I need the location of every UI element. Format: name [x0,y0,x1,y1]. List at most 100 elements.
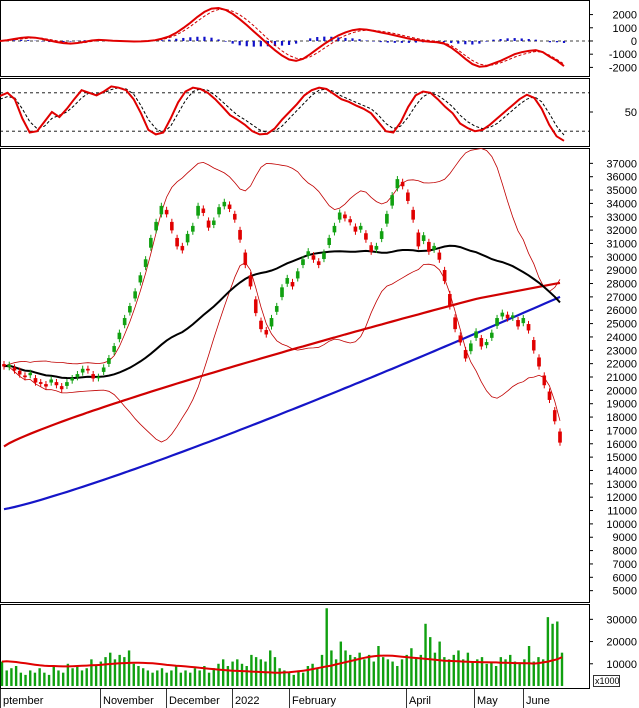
candle-body [128,306,132,313]
chart-background [0,0,590,689]
candle-body [343,214,347,219]
candle-body [101,367,106,372]
candle-body [479,338,484,347]
candle-body [332,225,337,233]
macd-line [0,6,565,68]
candle-body [322,252,326,260]
candle-body [280,287,284,298]
volume-y-label: 10000 [606,659,637,671]
candle-body [531,340,536,351]
price-y-label: 5000 [613,586,637,598]
macd-y-label: 0 [631,36,637,48]
price-y-label: 17000 [606,425,637,437]
candle-body [259,320,263,330]
candle-body [217,207,221,215]
price-y-label: 8000 [613,546,637,558]
price-y-label: 33000 [606,212,637,224]
price-y-label: 35000 [606,185,637,197]
candle-body [2,364,6,367]
candle-body [469,343,473,352]
price-y-label: 28000 [606,279,637,291]
candle-body [264,330,269,335]
price-y-label: 23000 [606,345,637,357]
candle-body [253,299,258,314]
candle-body [269,318,274,327]
candle-body [12,367,17,371]
candle-body [28,372,33,376]
price-y-label: 9000 [613,532,637,544]
candle-body [227,204,232,209]
candle-body [369,245,373,252]
candle-body [500,312,505,317]
price-y-label: 11000 [607,506,637,518]
candle-body [238,229,242,240]
candle-body [306,251,311,256]
candle-body [59,386,64,390]
candle-body [170,221,174,231]
candle-body [337,212,342,220]
macd-panel [0,6,589,68]
candle-body [448,294,452,307]
candle-body [33,378,38,383]
candle-body [112,346,116,352]
price-y-label: 14000 [606,465,637,477]
month-label: December [169,695,220,707]
candle-body [65,382,69,386]
price-y-label: 10000 [606,519,637,531]
price-frame [0,148,590,603]
candle-body [510,315,515,318]
candle-body [196,205,200,216]
candle-body [49,379,54,383]
bollinger-upper-band [3,148,561,367]
macd-y-label: -2000 [609,62,637,74]
candle-body [390,195,394,206]
candle-body [138,275,143,283]
candle-body [301,259,305,266]
month-label: June [526,695,550,707]
candle-body [191,225,195,232]
volume-y-label: 30000 [606,614,637,626]
candle-body [505,314,510,319]
candle-body [122,318,127,326]
price-y-label: 27000 [606,292,637,304]
price-y-label: 30000 [606,252,637,264]
candle-body [316,261,321,266]
candle-body [437,252,442,260]
candle-body [222,201,227,207]
month-label: May [477,695,498,707]
candle-body [70,378,74,381]
volume-ma-line [1,654,563,674]
volume-unit-label: x1000 [595,676,620,686]
candle-body [17,370,22,375]
candle-body [442,269,447,282]
candle-body [374,245,379,250]
candle-body [180,245,185,251]
candle-body [552,410,557,422]
candle-body [274,306,279,312]
candle-body [212,220,216,225]
candle-body [54,382,59,386]
price-y-label: 29000 [606,265,637,277]
price-y-label: 20000 [606,385,637,397]
month-label: ptember [3,695,44,707]
candle-body [311,255,316,260]
candle-body [432,245,436,250]
candle-body [232,213,237,220]
candle-body [248,275,253,287]
candle-body [327,237,332,246]
candle-body [495,318,499,326]
price-y-label: 36000 [606,172,637,184]
price-y-label: 7000 [613,559,637,571]
volume-panel [0,608,564,686]
macd-frame [0,0,590,77]
axes: 200010000-1000-2000503700036000350003400… [0,10,637,708]
candle-body [484,342,489,346]
volume-y-label: 20000 [606,637,637,649]
candle-body [75,374,80,378]
candle-body [285,277,290,284]
price-y-label: 34000 [606,198,637,210]
candle-body [379,231,384,239]
month-label: 2022 [235,695,259,707]
price-y-label: 31000 [606,238,637,250]
candle-body [243,252,248,266]
